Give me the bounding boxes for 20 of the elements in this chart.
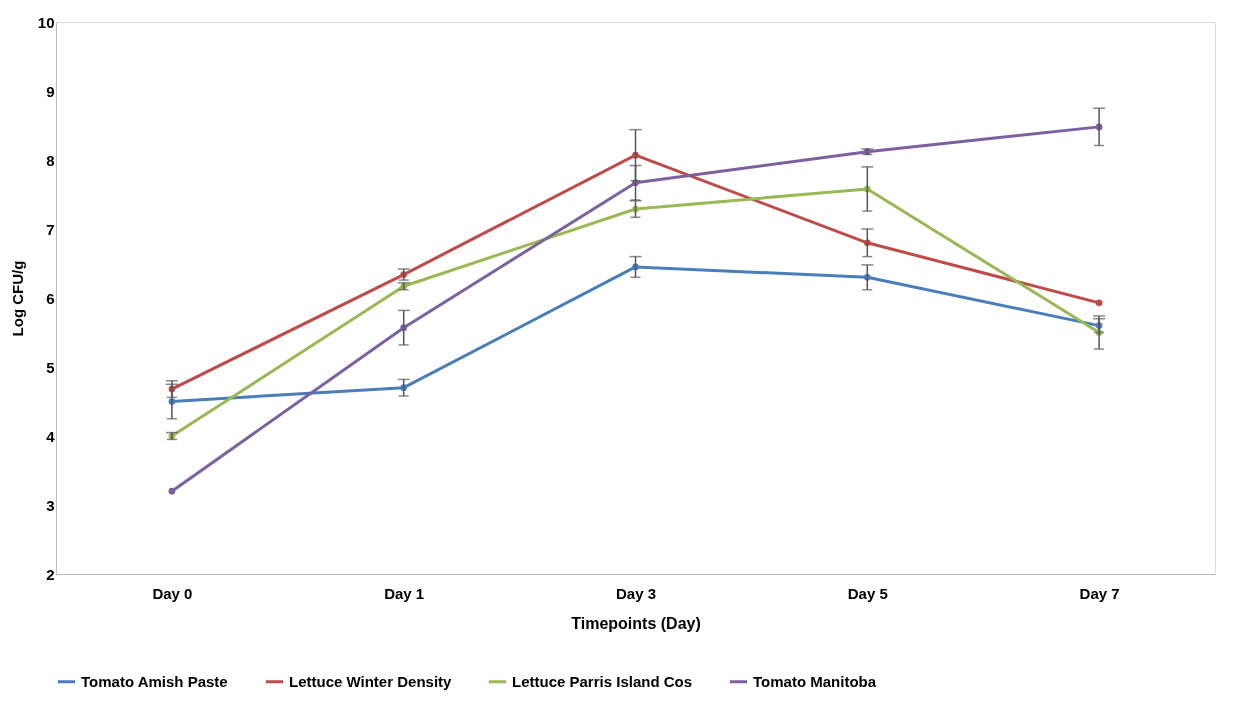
y-tick-label: 10 bbox=[37, 13, 55, 31]
x-tick-label: Day 3 bbox=[615, 584, 657, 602]
y-tick-label: 8 bbox=[46, 151, 55, 169]
y-tick-label: 7 bbox=[46, 220, 55, 238]
y-tick-label: 2 bbox=[46, 565, 55, 583]
x-tick-label: Day 0 bbox=[152, 584, 193, 602]
legend-label: Tomato Manitoba bbox=[753, 672, 877, 690]
x-tick-label: Day 5 bbox=[847, 584, 888, 602]
legend-label: Lettuce Parris Island Cos bbox=[512, 672, 693, 690]
legend-label: Lettuce Winter Density bbox=[289, 672, 453, 690]
x-axis-title: Timepoints (Day) bbox=[571, 614, 701, 632]
x-tick-label: Day 7 bbox=[1079, 584, 1120, 602]
y-tick-label: 6 bbox=[46, 289, 55, 307]
legend-label: Tomato Amish Paste bbox=[81, 672, 228, 690]
y-tick-label: 4 bbox=[46, 427, 56, 445]
y-tick-label: 3 bbox=[46, 496, 55, 514]
y-tick-label: 9 bbox=[46, 82, 55, 100]
y-tick-label: 5 bbox=[46, 358, 55, 376]
x-tick-label: Day 1 bbox=[384, 584, 425, 602]
y-axis-title: Log CFU/g bbox=[8, 260, 26, 337]
